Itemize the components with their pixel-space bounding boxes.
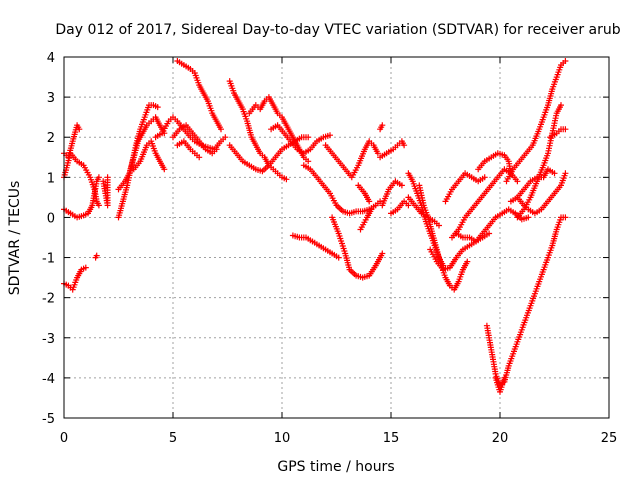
series-markers: [483, 214, 569, 389]
series-s12: [174, 138, 203, 161]
series-markers: [492, 374, 508, 395]
series-markers: [170, 122, 220, 157]
series-s20: [355, 182, 373, 205]
series-markers: [174, 58, 224, 133]
series-markers: [379, 178, 405, 209]
y-tick-label: 0: [47, 211, 55, 226]
series-markers: [174, 138, 203, 161]
y-tick-label: 2: [47, 131, 55, 146]
series-s22: [329, 214, 386, 281]
series-markers: [92, 252, 100, 261]
series-markers: [61, 264, 89, 293]
series-markers: [377, 122, 386, 133]
series-markers: [100, 174, 111, 209]
series-markers: [268, 122, 333, 157]
x-tick-labels: 0 5 10 15 20 25: [60, 431, 617, 446]
series-markers: [388, 198, 412, 217]
grid-lines: [64, 57, 609, 418]
series-s14: [226, 78, 290, 183]
series-markers: [289, 232, 342, 261]
series-s24: [377, 122, 386, 133]
series-markers: [503, 58, 569, 185]
y-tick-labels: -5 -4 -3 -2 -1 0 1 2 3 4: [42, 51, 55, 427]
x-tick-label: 10: [274, 431, 291, 446]
series-markers: [416, 182, 471, 293]
series-markers: [226, 78, 290, 183]
x-tick-label: 5: [169, 431, 177, 446]
plot-frame: [63, 56, 610, 419]
series-markers: [453, 206, 532, 245]
series-s42: [492, 374, 508, 395]
data-points: [61, 58, 569, 395]
series-s13: [174, 58, 224, 133]
y-tick-label: -4: [42, 372, 55, 387]
y-tick-label: -1: [42, 252, 55, 267]
series-s40: [547, 126, 569, 141]
series-markers: [377, 138, 408, 161]
series-s11: [170, 122, 220, 157]
series-markers: [507, 166, 558, 205]
series-s36: [503, 58, 569, 185]
y-axis-label: SDTVAR / TECUs: [7, 181, 23, 296]
series-markers: [514, 170, 569, 217]
series-markers: [355, 182, 373, 205]
series-markers: [357, 206, 375, 233]
series-markers: [322, 138, 381, 181]
y-tick-label: -5: [42, 412, 55, 427]
series-s34: [453, 206, 532, 245]
series-s8: [115, 114, 168, 193]
x-tick-label: 20: [492, 431, 509, 446]
series-s41: [483, 214, 569, 389]
series-s5: [92, 252, 100, 261]
x-axis-label: GPS time / hours: [277, 459, 394, 475]
series-markers: [130, 138, 168, 173]
series-markers: [226, 134, 312, 175]
series-s4: [61, 264, 89, 293]
series-markers: [475, 150, 514, 177]
y-tick-label: 4: [47, 51, 55, 66]
series-s17: [268, 122, 333, 157]
series-s21: [289, 232, 342, 261]
axis-ticks: [63, 56, 610, 419]
series-s35: [475, 150, 514, 177]
series-markers: [442, 170, 488, 205]
y-tick-label: 1: [47, 171, 55, 186]
y-tick-label: 3: [47, 91, 55, 106]
chart-title: Day 012 of 2017, Sidereal Day-to-day VTE…: [55, 22, 620, 38]
x-tick-label: 15: [383, 431, 400, 446]
series-s6: [100, 174, 111, 209]
series-s16: [226, 134, 312, 175]
series-s27: [388, 198, 412, 217]
series-markers: [300, 162, 384, 217]
series-s30: [416, 182, 471, 293]
series-s23: [357, 206, 375, 233]
series-markers: [115, 114, 168, 193]
x-tick-label: 25: [601, 431, 618, 446]
series-s18: [300, 162, 384, 217]
series-s9: [130, 138, 168, 173]
series-s38: [507, 166, 558, 205]
series-s32: [442, 170, 488, 205]
series-s25: [377, 138, 408, 161]
series-markers: [329, 214, 386, 281]
x-tick-label: 0: [60, 431, 68, 446]
y-tick-label: -2: [42, 292, 55, 307]
series-s39: [514, 170, 569, 217]
series-s19: [322, 138, 381, 181]
series-s26: [379, 178, 405, 209]
y-tick-label: -3: [42, 332, 55, 347]
series-markers: [547, 126, 569, 141]
